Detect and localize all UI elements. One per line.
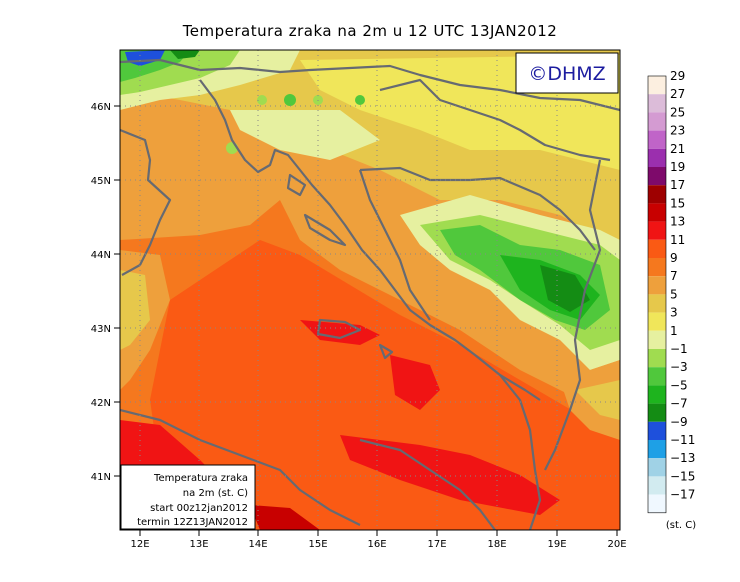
colorbar-swatch [648,494,666,513]
colorbar-swatch [648,367,666,386]
info-box: Temperatura zraka na 2m (st. C) start 00… [120,464,256,530]
colorbar-swatch [648,221,666,240]
lat-label-45n: 45N [91,176,111,187]
plot-frame [119,49,621,531]
colorbar-level-label: 17 [670,178,685,192]
colorbar-level-label: 9 [670,251,678,265]
colorbar-level-label: 7 [670,269,678,283]
colorbar-swatch [648,167,666,186]
colorbar-swatch [648,112,666,131]
colorbar-swatch [648,458,666,477]
lon-label-17e: 17E [427,539,446,550]
lon-label-13e: 13E [189,539,208,550]
colorbar-level-label: 19 [670,160,685,174]
lon-label-18e: 18E [487,539,506,550]
colorbar-level-label: 29 [670,69,685,83]
lon-label-20e: 20E [607,539,626,550]
colorbar-level-label: 25 [670,105,685,119]
colorbar-swatch [648,421,666,440]
colorbar-level-label: 11 [670,233,685,247]
colorbar-swatch [648,239,666,258]
colorbar-level-label: −11 [670,433,695,447]
colorbar-level-label: 3 [670,306,678,320]
colorbar-level-label: 21 [670,142,685,156]
lat-lon-grid [120,50,620,530]
axis-ticks [114,105,618,536]
colorbar-swatch [648,440,666,459]
colorbar-level-label: −3 [670,360,688,374]
colorbar-unit: (st. C) [666,520,696,531]
lon-label-15e: 15E [308,539,327,550]
colorbar-swatch [648,294,666,313]
lat-label-46n: 46N [91,102,111,113]
colorbar-level-label: 23 [670,124,685,138]
map-title: Temperatura zraka na 2m u 12 UTC 13JAN20… [182,22,558,40]
colorbar-level-label: 27 [670,87,685,101]
colorbar-level-label: −13 [670,451,695,465]
colorbar-swatch [648,130,666,149]
colorbar-level-label: 5 [670,287,678,301]
colorbar-swatch [648,258,666,277]
colorbar-swatch [648,385,666,404]
colorbar-swatch [648,476,666,495]
lon-label-16e: 16E [367,539,386,550]
lat-label-42n: 42N [91,398,111,409]
lat-label-41n: 41N [91,472,111,483]
colorbar-level-label: −17 [670,488,695,502]
colorbar-level-label: 13 [670,215,685,229]
colorbar-swatch [648,349,666,368]
temperature-field [120,50,620,530]
lon-label-14e: 14E [248,539,267,550]
coastlines-borders [120,58,620,530]
colorbar-level-label: 15 [670,196,685,210]
lat-label-44n: 44N [91,250,111,261]
lon-label-19e: 19E [547,539,566,550]
copyright-box: ©DHMZ [515,52,619,94]
lat-label-43n: 43N [91,324,111,335]
lon-label-12e: 12E [130,539,149,550]
colorbar: 29 27 25 23 21 19 17 15 13 11 9 7 5 3 1 −1 −3 −5 −7 −9 −11 −1… [647,69,695,514]
colorbar-swatch [648,276,666,295]
info-line-2: na 2m (st. C) [183,488,248,499]
copyright-text: ©DHMZ [528,63,605,85]
info-line-3: start 00z12jan2012 [150,503,248,514]
colorbar-level-label: −15 [670,469,695,483]
colorbar-swatch [648,330,666,349]
colorbar-level-label: −1 [670,342,688,356]
info-line-4: termin 12Z13JAN2012 [137,517,248,528]
colorbar-swatch [648,312,666,331]
info-line-1: Temperatura zraka [153,473,248,484]
colorbar-frame [647,75,667,514]
colorbar-swatch [648,203,666,222]
colorbar-level-label: −7 [670,397,688,411]
colorbar-level-label: 1 [670,324,678,338]
colorbar-level-label: −5 [670,378,688,392]
colorbar-swatch [648,403,666,422]
colorbar-swatch [648,94,666,113]
colorbar-swatch [648,148,666,167]
colorbar-swatch [648,76,666,95]
colorbar-level-label: −9 [670,415,688,429]
colorbar-swatch [648,185,666,204]
